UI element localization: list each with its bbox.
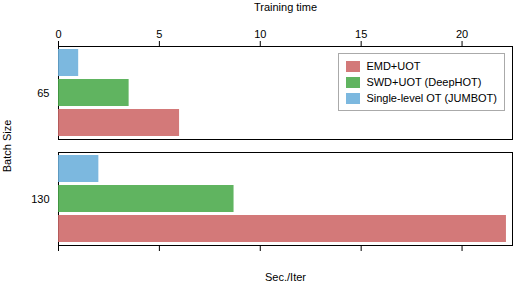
html-text:Single-level OT (JUMBOT): Single-level OT (JUMBOT) <box>366 92 497 104</box>
svg-text:Training time: Training time <box>254 1 317 13</box>
svg-text:5: 5 <box>156 28 162 40</box>
svg-text:130: 130 <box>31 193 49 205</box>
svg-text:10: 10 <box>254 28 266 40</box>
svg-text:65: 65 <box>37 87 49 99</box>
svg-text:Batch Size: Batch Size <box>1 120 13 173</box>
svg-text:Sec./Iter: Sec./Iter <box>265 271 306 283</box>
svg-text:15: 15 <box>355 28 367 40</box>
svg-text:20: 20 <box>456 28 468 40</box>
html-text:SWD+UOT (DeepHOT): SWD+UOT (DeepHOT) <box>366 76 482 88</box>
svg-text:0: 0 <box>55 28 61 40</box>
html-text:EMD+UOT: EMD+UOT <box>366 60 421 72</box>
